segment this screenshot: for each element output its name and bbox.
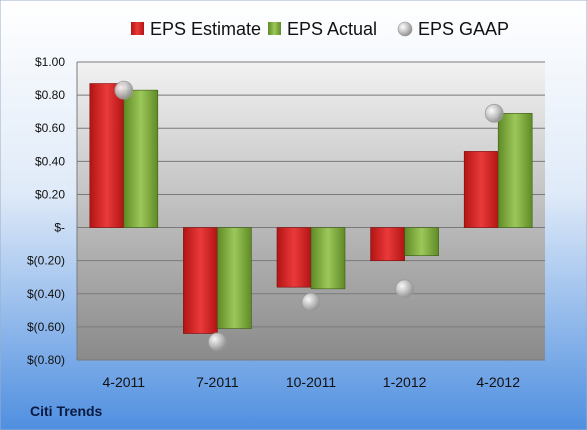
point-eps-gaap: [301, 292, 321, 312]
bar-eps-actual: [310, 227, 346, 290]
point-eps-gaap: [484, 103, 504, 123]
bar-eps-estimate: [89, 83, 125, 228]
y-tick-label: $(0.20): [27, 254, 65, 268]
y-tick-label: $(0.60): [27, 320, 65, 334]
bar-eps-estimate: [183, 227, 218, 334]
x-category-label: 10-2011: [286, 374, 337, 390]
bar-eps-actual: [497, 113, 533, 228]
legend: EPS Estimate EPS Actual EPS GAAP: [131, 19, 509, 39]
point-eps-gaap: [395, 279, 415, 299]
legend-label: EPS Estimate: [150, 19, 261, 39]
x-category-label: 1-2012: [383, 374, 427, 390]
point-eps-gaap: [207, 332, 227, 352]
legend-swatch: [131, 22, 144, 35]
x-category-label: 4-2012: [476, 374, 520, 390]
bar-eps-estimate: [370, 227, 405, 261]
y-tick-label: $0.60: [35, 121, 65, 135]
bar-eps-estimate: [276, 227, 312, 288]
point-eps-gaap: [114, 80, 134, 100]
legend-swatch: [397, 21, 413, 37]
bar-eps-actual: [123, 89, 159, 228]
x-category-label: 7-2011: [196, 374, 239, 390]
x-category-label: 4-2011: [103, 374, 146, 390]
bar-eps-actual: [404, 227, 439, 257]
x-axis: 4-2011 7-2011 10-2011 1-2012 4-2012: [103, 374, 521, 390]
legend-swatch: [268, 22, 281, 35]
y-tick-label: $1.00: [35, 55, 65, 69]
bar-eps-estimate: [463, 151, 499, 228]
y-tick-label: $(0.40): [27, 287, 65, 301]
legend-label: EPS Actual: [287, 19, 377, 39]
bar-eps-actual: [217, 227, 252, 329]
y-tick-label: $-: [54, 221, 65, 235]
legend-label: EPS GAAP: [418, 19, 509, 39]
bar-series: [89, 83, 533, 334]
y-tick-label: $(0.80): [27, 353, 65, 367]
y-tick-label: $0.80: [35, 88, 65, 102]
gaap-points: [114, 80, 504, 352]
y-tick-label: $0.20: [35, 187, 65, 201]
y-axis: $1.00 $0.80 $0.60 $0.40 $0.20 $- $(0.20) $(0.40…: [27, 55, 65, 367]
company-name: Citi Trends: [30, 403, 103, 419]
y-tick-label: $0.40: [35, 154, 65, 168]
